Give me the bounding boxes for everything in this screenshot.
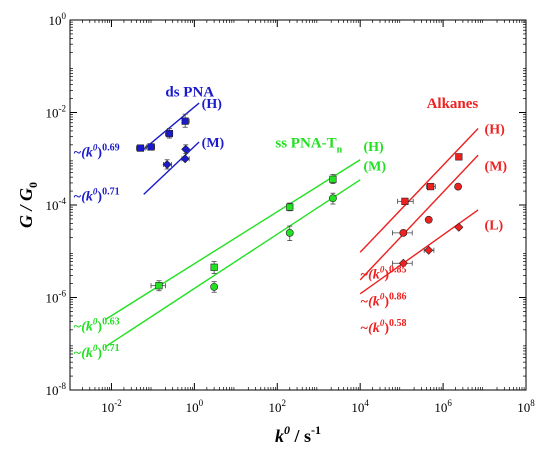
axis-labels: G / G0 k0 / s-1 bbox=[16, 182, 321, 446]
group-label: ds PNA bbox=[165, 85, 214, 101]
fit-line bbox=[359, 128, 479, 253]
fit-line bbox=[104, 179, 361, 348]
data-point-square bbox=[155, 282, 163, 290]
group-label: ss PNA-Tn bbox=[275, 136, 342, 156]
exponent-label: ~(k0)0.69 bbox=[73, 142, 119, 160]
axis-ticks: 10-2 100 102 104 106 108 100 10-2 10-4 10-6 10-8 bbox=[46, 11, 536, 415]
data-point-square bbox=[210, 263, 218, 271]
data-point-square bbox=[147, 143, 155, 151]
y-tick-label: 10-6 bbox=[46, 289, 67, 306]
x-axis-label: k0 / s-1 bbox=[275, 423, 321, 446]
series-labels: (H) ~(k0)0.69 (M) ~(k0)0.71 (H) ~(k0)0.63 (M) ~… bbox=[73, 85, 507, 361]
y-axis-label: G / G0 bbox=[16, 182, 40, 228]
exponent-label: ~(k0)0.71 bbox=[73, 343, 119, 361]
y-tick-label: 100 bbox=[49, 11, 67, 28]
x-tick-label: 102 bbox=[269, 398, 287, 415]
data-point-circle bbox=[454, 182, 462, 191]
data-point-diamond bbox=[454, 222, 464, 232]
data-point-circle bbox=[285, 228, 294, 237]
data-point-circle bbox=[210, 282, 219, 291]
data-point-square bbox=[329, 175, 337, 183]
data-point-square bbox=[455, 153, 463, 161]
fit-line bbox=[143, 102, 200, 150]
data-point-diamond bbox=[180, 154, 190, 164]
plot-frame bbox=[69, 19, 527, 391]
fit-lines bbox=[104, 102, 479, 348]
exponent-label: ~(k0)0.86 bbox=[360, 291, 406, 309]
group-label: Alkanes bbox=[427, 96, 479, 112]
x-tick-label: 106 bbox=[434, 398, 452, 415]
series-tag: (M) bbox=[363, 159, 386, 174]
series-tag: (H) bbox=[485, 123, 506, 138]
exponent-label: ~(k0)0.58 bbox=[360, 318, 406, 336]
series-tag: (L) bbox=[485, 219, 504, 234]
exponent-label: ~(k0)0.85 bbox=[360, 265, 406, 283]
y-tick-label: 10-4 bbox=[46, 196, 67, 213]
data-point-diamond bbox=[181, 144, 191, 154]
exponent-label: ~(k0)0.63 bbox=[73, 316, 119, 334]
series-tag: (H) bbox=[363, 140, 384, 155]
x-tick-label: 104 bbox=[351, 398, 369, 415]
data-point-square bbox=[286, 203, 294, 211]
series-tag: (M) bbox=[202, 136, 225, 151]
y-tick-label: 10-8 bbox=[46, 381, 67, 398]
fit-line bbox=[104, 159, 361, 321]
x-tick-label: 10-2 bbox=[101, 398, 122, 415]
fit-line bbox=[359, 154, 479, 281]
data-point-diamond bbox=[398, 258, 408, 268]
x-tick-label: 100 bbox=[186, 398, 204, 415]
data-point-circle bbox=[399, 228, 408, 237]
series-tag: (H) bbox=[202, 97, 223, 112]
data-points bbox=[136, 113, 464, 293]
data-point-square bbox=[165, 129, 174, 138]
data-point-square bbox=[181, 117, 189, 125]
data-point-square bbox=[136, 144, 145, 152]
exponent-label: ~(k0)0.71 bbox=[73, 187, 119, 205]
data-point-circle bbox=[329, 194, 337, 203]
data-point-circle bbox=[424, 215, 433, 224]
fit-line bbox=[143, 141, 200, 195]
data-point-diamond bbox=[424, 245, 434, 255]
x-tick-label: 108 bbox=[517, 398, 535, 415]
y-tick-label: 10-2 bbox=[46, 104, 67, 121]
data-point-square bbox=[427, 182, 435, 191]
data-point-diamond bbox=[162, 160, 172, 170]
series-tag: (M) bbox=[485, 159, 508, 174]
data-point-square bbox=[401, 197, 409, 205]
